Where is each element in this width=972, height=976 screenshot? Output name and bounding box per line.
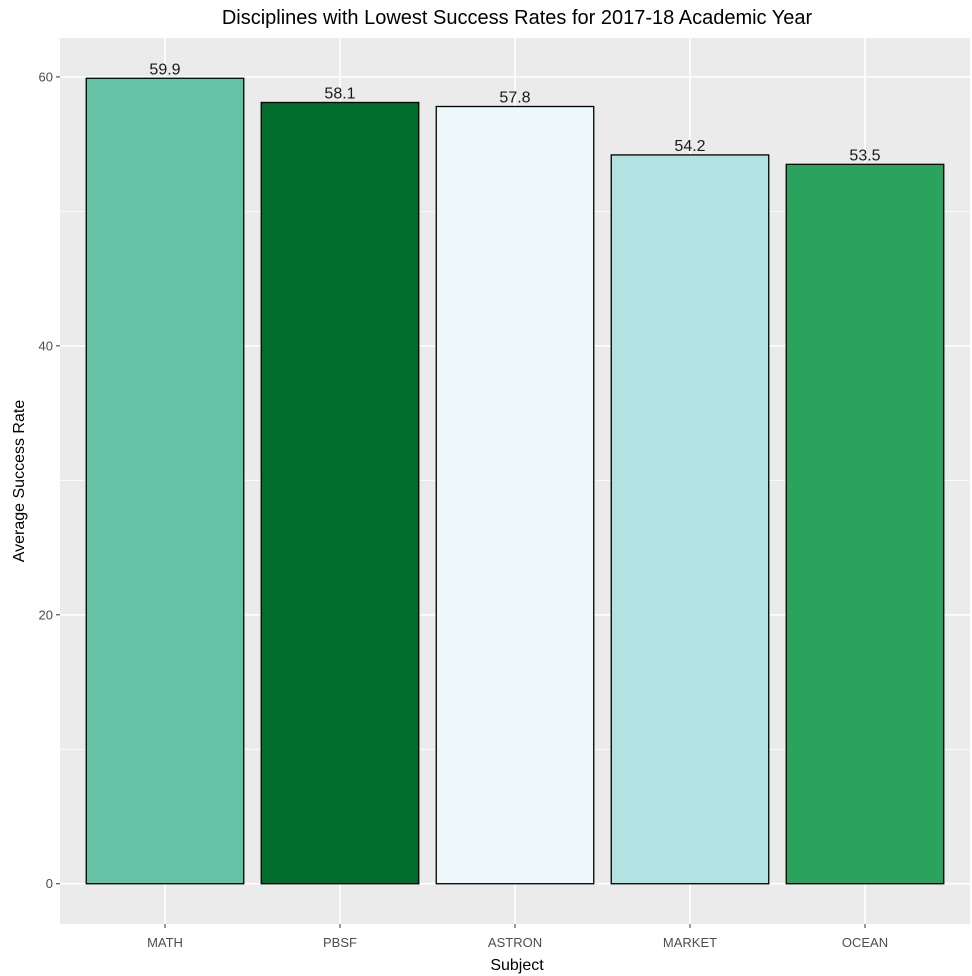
bar-market xyxy=(610,154,770,885)
y-tick-label: 60 xyxy=(39,69,53,84)
bar-astron xyxy=(435,105,595,885)
data-label-market: 54.2 xyxy=(674,138,705,155)
bar-ocean xyxy=(785,163,945,885)
data-label-ocean: 53.5 xyxy=(849,147,880,164)
x-tick-label-ocean: OCEAN xyxy=(842,935,888,950)
data-label-pbsf: 58.1 xyxy=(324,85,355,102)
bar-pbsf xyxy=(260,101,420,885)
x-tick-label-market: MARKET xyxy=(663,935,717,950)
y-tick-label: 0 xyxy=(46,876,53,891)
bars xyxy=(85,77,945,885)
x-tick-label-astron: ASTRON xyxy=(488,935,542,950)
x-tick-label-pbsf: PBSF xyxy=(323,935,357,950)
bar-math xyxy=(85,77,245,885)
data-labels: 59.9 58.1 57.8 54.2 53.5 xyxy=(149,61,880,164)
x-axis-title: Subject xyxy=(490,957,544,974)
y-tick-label: 40 xyxy=(39,338,53,353)
chart-title: Disciplines with Lowest Success Rates fo… xyxy=(222,7,813,29)
y-axis: 0 20 40 60 xyxy=(39,69,60,891)
data-label-astron: 57.8 xyxy=(499,90,530,107)
y-tick-label: 20 xyxy=(39,607,53,622)
x-tick-label-math: MATH xyxy=(147,935,183,950)
y-axis-title: Average Success Rate xyxy=(11,400,28,563)
x-axis: MATH PBSF ASTRON MARKET OCEAN xyxy=(147,924,888,950)
data-label-math: 59.9 xyxy=(149,61,180,78)
